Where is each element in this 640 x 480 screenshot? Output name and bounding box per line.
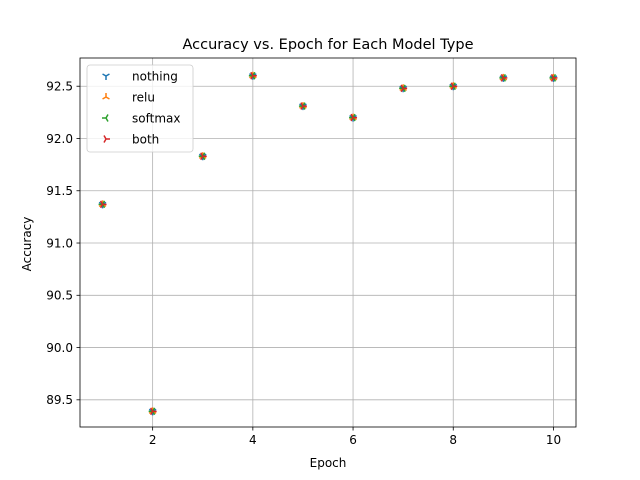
- legend-marker: [103, 135, 110, 143]
- x-tick-label: 6: [349, 433, 357, 447]
- legend-label: both: [132, 132, 159, 146]
- y-tick-label: 90.0: [46, 341, 73, 355]
- axis-ticks: 2 4 6 8 10 89.5 90.0 90.5 91.0 91.5 92.0 92.5: [46, 80, 561, 447]
- data-point: [150, 407, 157, 416]
- legend: nothing relu softmax both: [86, 64, 194, 153]
- data-point: [500, 74, 508, 82]
- x-tick-label: 8: [449, 433, 457, 447]
- data-point: [450, 82, 458, 91]
- x-tick-label: 4: [249, 433, 257, 447]
- chart-title: Accuracy vs. Epoch for Each Model Type: [183, 37, 474, 53]
- data-point: [250, 71, 257, 80]
- data-point: [200, 152, 207, 161]
- y-tick-label: 91.5: [46, 184, 73, 198]
- plot-frame: [79, 57, 577, 428]
- legend-entry: both: [103, 132, 159, 146]
- legend-box: [86, 64, 194, 153]
- data-points: [98, 71, 558, 416]
- legend-label: softmax: [132, 111, 180, 125]
- legend-entries: nothing relu softmax both: [102, 69, 180, 146]
- legend-marker: [102, 93, 110, 100]
- y-tick-label: 92.0: [46, 132, 73, 146]
- data-point: [550, 74, 558, 82]
- y-axis-label: Accuracy: [20, 217, 34, 272]
- legend-marker: [102, 114, 109, 122]
- legend-label: nothing: [132, 69, 178, 83]
- legend-label: relu: [132, 90, 155, 104]
- data-point: [300, 102, 307, 110]
- data-point: [400, 84, 408, 93]
- y-tick-label: 90.5: [46, 289, 73, 303]
- data-point: [99, 200, 107, 209]
- x-axis-label: Epoch: [310, 456, 347, 470]
- x-tick-label: 2: [149, 433, 157, 447]
- series-softmax: [98, 71, 557, 416]
- legend-entry: nothing: [102, 69, 178, 83]
- y-tick-label: 89.5: [46, 393, 73, 407]
- legend-entry: softmax: [102, 111, 180, 125]
- data-point: [350, 113, 358, 122]
- legend-marker: [102, 73, 110, 80]
- legend-entry: relu: [102, 90, 155, 104]
- y-tick-label: 91.0: [46, 236, 73, 250]
- series-both: [99, 71, 558, 416]
- y-tick-label: 92.5: [46, 80, 73, 94]
- x-tick-label: 10: [546, 433, 561, 447]
